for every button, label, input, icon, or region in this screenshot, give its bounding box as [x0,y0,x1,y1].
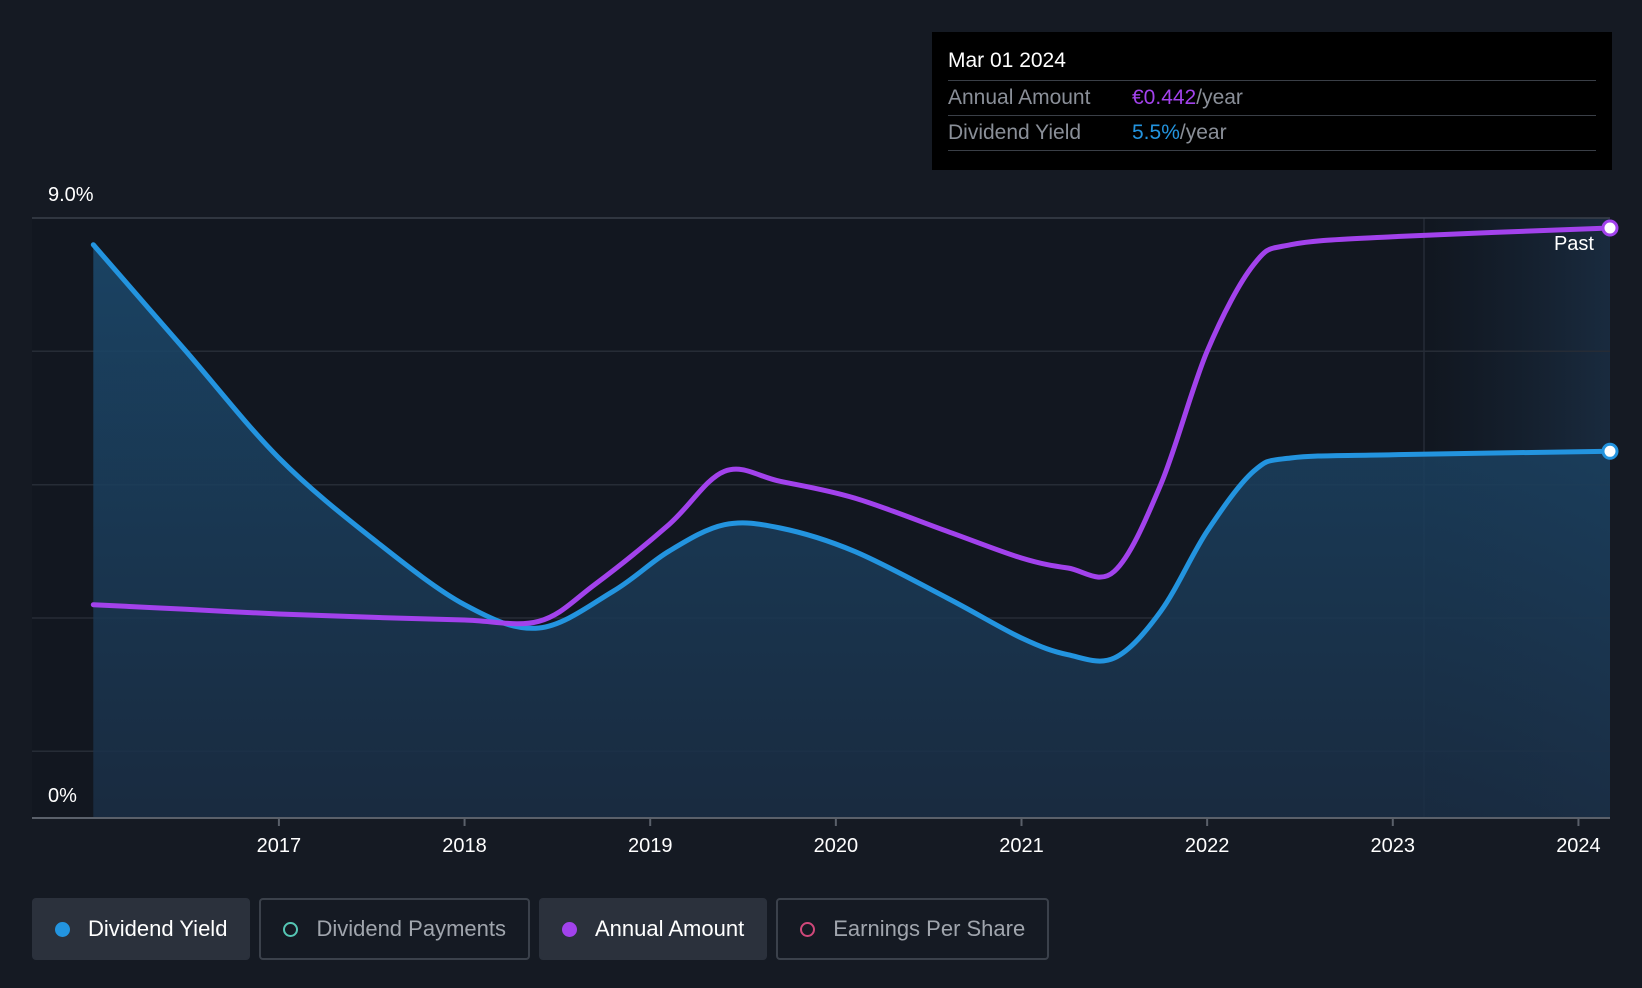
tooltip-value: €0.442 [1132,86,1197,109]
y-label-top: 9.0% [48,184,94,206]
annual-amount-line [90,225,1613,627]
tooltip-label: Dividend Yield [948,121,1082,144]
x-tick-label: 2021 [999,835,1044,857]
x-tick-label: 2022 [1185,835,1230,857]
dividend-yield-endpoint [1601,442,1619,460]
tooltip-row-dividend-yield: Dividend Yield 5.5% /year [948,115,1596,151]
x-axis-ticks: 2017 2018 2019 2020 2021 2022 2023 2024 [257,818,1601,857]
x-tick-label: 2023 [1371,835,1416,857]
legend-label: Dividend Payments [316,916,506,941]
x-tick-label: 2018 [442,835,487,857]
legend-toggle-dividend-payments[interactable]: Dividend Payments [259,898,530,960]
legend-toggle-dividend-yield[interactable]: Dividend Yield [32,898,251,960]
x-tick-label: 2024 [1556,835,1601,857]
legend-label: Earnings Per Share [833,916,1026,941]
earnings-per-share-dot-icon [800,921,816,937]
legend: Dividend Yield Dividend Payments Annual … [32,898,1050,960]
dividend-chart: 2017 2018 2019 2020 2021 2022 2023 2024 9.0% 0%… [32,184,1619,857]
x-tick-label: 2017 [257,835,302,857]
y-label-bottom: 0% [48,785,77,807]
past-label: Past [1554,233,1594,255]
tooltip: Mar 01 2024 Annual Amount €0.442 /year D… [932,32,1612,170]
annual-amount-dot-icon [561,921,577,937]
dividend-yield-line [90,242,1613,664]
legend-label: Annual Amount [594,916,745,941]
dividend-yield-area [93,244,1610,818]
x-tick-label: 2019 [628,835,673,857]
annual-amount-endpoint [1601,219,1619,237]
tooltip-label: Annual Amount [948,86,1091,109]
dividend-payments-dot-icon [283,921,299,937]
tooltip-unit: /year [1179,121,1227,144]
legend-label: Dividend Yield [88,916,228,941]
legend-toggle-annual-amount[interactable]: Annual Amount [538,898,768,960]
tooltip-row-annual-amount: Annual Amount €0.442 /year [948,80,1596,115]
tooltip-unit: /year [1196,86,1243,109]
legend-toggle-earnings-per-share[interactable]: Earnings Per Share [776,898,1050,960]
dividend-yield-dot-icon [55,921,70,937]
x-tick-label: 2020 [814,835,859,857]
tooltip-date: Mar 01 2024 [948,49,1066,72]
tooltip-value: 5.5% [1132,121,1180,144]
